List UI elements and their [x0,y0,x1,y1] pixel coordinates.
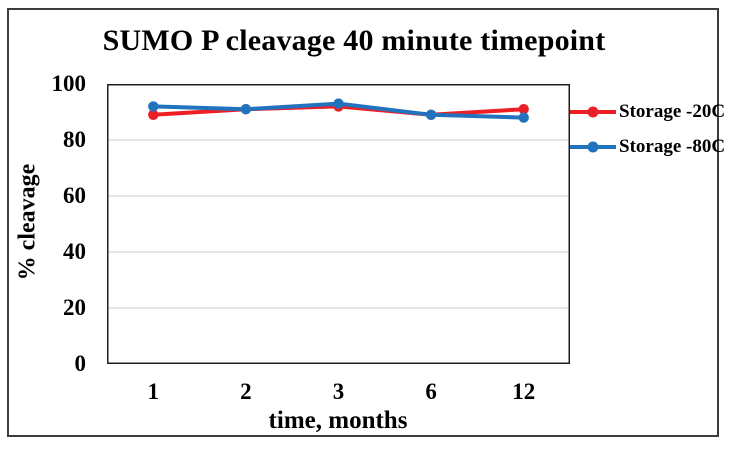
x-tick-label: 1 [147,379,160,404]
data-point [518,112,529,123]
y-tick-label: 40 [63,239,86,264]
y-tick-label: 80 [63,127,86,152]
legend-dot-icon [587,141,599,153]
data-point [333,98,344,109]
y-tick-label: 20 [63,295,86,320]
plot-border [107,84,570,364]
x-tick-label: 6 [425,379,437,404]
data-point [148,101,159,112]
x-tick-label: 2 [240,379,252,404]
chart-frame [7,8,719,437]
legend-label: Storage -80C [619,136,726,157]
legend-entry: Storage -20C [570,100,725,124]
legend-dot-icon [587,106,599,118]
y-tick-label: 100 [51,71,87,96]
x-tick-label: 3 [332,379,345,404]
x-tick-label: 12 [512,379,536,404]
data-point [240,104,252,115]
chart-title: SUMO P cleavage 40 minute timepoint [102,24,606,57]
x-axis-title: time, months [268,407,408,434]
plot-canvas [107,84,570,364]
data-point [425,109,437,120]
y-tick-label: 60 [63,183,86,208]
legend-entry: Storage -80C [570,135,725,159]
legend-marker-icon [570,141,616,153]
y-tick-label: 0 [74,351,87,376]
data-point [518,104,529,115]
legend-label: Storage -20C [619,101,726,122]
data-point [148,109,159,120]
plot-area [107,84,570,364]
legend-marker-icon [570,106,616,118]
